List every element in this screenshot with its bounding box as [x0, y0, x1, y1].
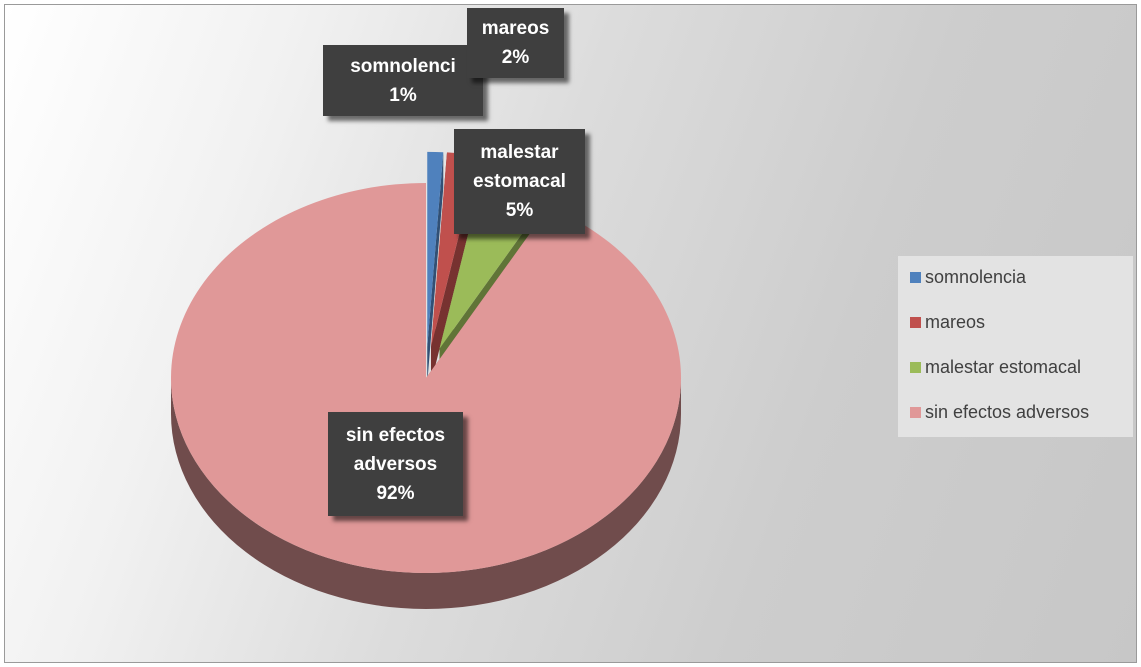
- data-label-somnolencia-name: somnolenci: [350, 55, 456, 77]
- legend-item-malestar-estomacal: malestar estomacal: [910, 355, 1081, 379]
- data-label-malestar-line1: malestar: [480, 142, 559, 163]
- slice-sin-efectos-adversos: [170, 183, 681, 573]
- data-label-sin-efectos-value: 92%: [376, 482, 415, 504]
- legend-label-malestar-estomacal: malestar estomacal: [925, 356, 1082, 377]
- legend: somnolencia mareos malestar estomacal si…: [898, 256, 1133, 437]
- data-label-malestar-line2: estomacal: [473, 171, 566, 192]
- chart-area: somnolenci 1% mareos 2% malestar estomac…: [4, 4, 1137, 663]
- legend-item-mareos: mareos: [910, 310, 985, 334]
- legend-item-sin-efectos-adversos: sin efectos adversos: [910, 400, 1089, 424]
- legend-item-somnolencia: somnolencia: [910, 265, 1026, 289]
- slice-somnolencia: [427, 151, 444, 347]
- slice-edge-somnolencia-1: [427, 152, 444, 383]
- legend-swatch-sin-efectos-adversos: [910, 406, 921, 418]
- data-label-sin-efectos-line2: adversos: [353, 453, 438, 475]
- data-label-mareos-value: 2%: [501, 47, 530, 68]
- data-label-mareos-name: mareos: [481, 18, 550, 39]
- data-label-sin-efectos-adversos: sin efectos adversos 92%: [328, 412, 463, 516]
- data-label-somnolencia: somnolenci 1%: [323, 45, 483, 116]
- data-label-malestar-value: 5%: [505, 200, 534, 221]
- data-label-mareos: mareos 2%: [467, 8, 564, 78]
- data-label-sin-efectos-line1: sin efectos: [345, 424, 446, 446]
- legend-label-somnolencia: somnolencia: [925, 266, 1027, 287]
- legend-label-sin-efectos-adversos: sin efectos adversos: [925, 401, 1090, 422]
- data-label-malestar-estomacal: malestar estomacal 5%: [454, 129, 585, 234]
- legend-swatch-somnolencia: [910, 271, 921, 283]
- legend-label-mareos: mareos: [925, 311, 986, 332]
- legend-swatch-malestar-estomacal: [910, 361, 921, 373]
- data-label-somnolencia-value: 1%: [389, 84, 417, 106]
- legend-swatch-mareos: [910, 316, 921, 328]
- slice-side-sin-efectos-adversos: [171, 378, 681, 609]
